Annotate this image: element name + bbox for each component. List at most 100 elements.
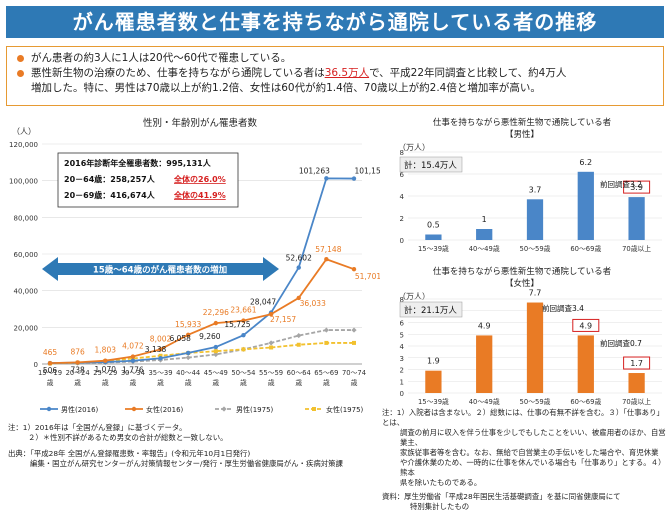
x-tick-label: 70歳以上 [622,244,651,253]
summary-line-2: 悪性新生物の治療のため、仕事を持ちながら通院している者は36.5万人で、平成22… [17,66,655,81]
male-data-label: 3,138 [145,345,167,354]
data-point [130,358,136,363]
x-tick-label: 15～39歳 [418,244,449,253]
bar [476,335,493,393]
y-tick-label: 20,000 [14,324,39,332]
y-tick-label: 8 [400,149,404,157]
age-incidence-line-chart: 性別・年齢別がん罹患者数 （人） 0 20,000 40,000 60,000 80,0… [9,117,380,414]
x-tick-label: 15～39歳 [418,397,449,406]
data-point [213,320,219,326]
y-tick-label: 60,000 [14,251,39,259]
bar [577,171,594,240]
bar-value-label: 0.5 [427,221,440,230]
male-data-label: 101,263 [299,166,330,175]
data-point [158,353,163,358]
x-tick-label: 60～69歳 [570,397,601,406]
female-data-label: 15,933 [175,320,201,329]
x-tick-label: 40～49歳 [469,397,500,406]
highlight-box [623,180,651,194]
right-source-1: 資料：厚生労働省「平成28年国民生活基礎調査」を基に同省健康局にて [382,492,621,501]
data-point [324,257,329,262]
right-note-5: 県を除いたものである。 [400,478,482,487]
bar [526,199,544,240]
data-point [75,360,80,365]
bar-value-label: 4.9 [579,321,592,330]
male-data-label: 28,047 [250,298,276,307]
female-data-label: 22,296 [203,308,229,317]
data-point [351,267,357,272]
female-data-label: 8,002 [150,334,172,343]
increase-arrow [42,257,279,281]
y-tick-label: 0 [400,237,404,245]
y-tick-label: 2 [400,215,404,223]
highlight-box [623,356,651,370]
total-info-box [57,152,239,208]
x-tick-label: 60～64 [287,369,311,377]
male-data-label: 6,058 [169,334,191,343]
y-tick-label: 6 [400,171,405,179]
data-point [352,340,356,345]
data-point [296,332,302,339]
legend-marker [46,406,52,412]
x-tick-unit: 歳 [323,378,330,387]
female-data-label: 4,072 [122,342,144,351]
x-tick-unit: 歳 [240,378,247,387]
y-tick-label: 0 [34,361,38,369]
data-point [296,342,301,347]
data-point [351,176,357,181]
data-point [324,176,329,181]
x-tick-unit: 歳 [212,378,219,387]
right-source-2: 特別集計したもの [410,502,470,511]
summary-box: がん患者の約3人に1人は20代〜60代で罹患している。 悪性新生物の治療のため、… [6,46,664,106]
right-note-4: や介護休業のため、一時的に仕事を休んでいる場合も「仕事あり」とする。４）熊本 [400,458,666,477]
left-footnotes: 注：1）2016年は「全国がん登録」に基づくデータ。 ２）＊性別不詳があるため男… [8,423,378,469]
male-chart-ylabel: （万人） [398,143,430,152]
x-tick-label: 50～59歳 [520,244,551,253]
left-source-2: 編集・国立がん研究センターがん対策情報センター/発行・厚生労働省健康局がん・疾病… [30,459,343,468]
summary-highlight: 36.5万人 [324,67,370,79]
x-tick-label: 30～34 [121,369,145,377]
y-tick-label: 120,000 [9,141,38,149]
y-tick-label: 4 [400,193,405,201]
bar [425,234,442,240]
legend-label: 男性(2016) [61,405,99,414]
data-point [213,349,218,354]
male-data-label: 52,602 [286,254,312,263]
female-data-label: 51,701 [355,272,380,281]
data-point [185,332,191,337]
data-point [213,344,219,350]
highlight-box [572,318,600,332]
female-count: 計：21.1万人 [404,305,457,316]
bar [628,197,645,240]
data-point [296,265,301,270]
male-data-label: 1,070 [95,365,117,374]
x-tick-unit: 歳 [130,378,137,387]
x-tick-label: 40～44 [176,369,200,377]
data-point [158,347,163,352]
age-20-64-label: 20－64歳：258,257人 [64,174,156,184]
data-point [268,312,274,317]
right-footnotes: 注：1）入院者は含まない。２）総数には、仕事の有無不詳を含む。３）「仕事あり」と… [382,408,666,512]
female-data-label: 57,148 [315,245,341,254]
y-tick-label: 80,000 [14,214,39,222]
left-source-1: 出典：「平成28年 全国がん登録罹患数・率報告」(令和元年10月1日発行) [8,449,251,458]
x-tick-unit: 歳 [295,378,302,387]
summary-line-3: 増加した。特に、男性は70歳以上が約1.2倍、女性は60代が約1.4倍、70歳以… [31,82,541,94]
total-label: 2016年診断年全罹患者数：995,131人 [64,158,212,168]
female-chart-title: 仕事を持ちながら悪性新生物で通院している者 [433,266,612,277]
x-tick-unit: 歳 [102,378,109,387]
x-tick-label: 60～69歳 [570,244,601,253]
data-point [241,347,246,352]
x-tick-label: 70歳以上 [622,397,651,406]
x-tick-label: 40～49歳 [469,244,500,253]
bar-value-label: 1.7 [630,359,643,368]
legend-marker [312,407,316,411]
male-count: 計：15.4万人 [404,160,457,171]
female-chart-subtitle: 【女性】 [505,278,539,289]
female-data-label: 27,157 [270,315,296,324]
bar-value-label: 3.9 [630,183,643,192]
increase-arrow-label: 15歳〜64歳のがん罹患者数の増加 [93,265,227,276]
summary-line-2-post: で、平成22年同調査と比較して、約4万人 [369,67,567,79]
male-data-label: 15,725 [224,320,250,329]
bar-value-label: 4.9 [478,321,491,330]
